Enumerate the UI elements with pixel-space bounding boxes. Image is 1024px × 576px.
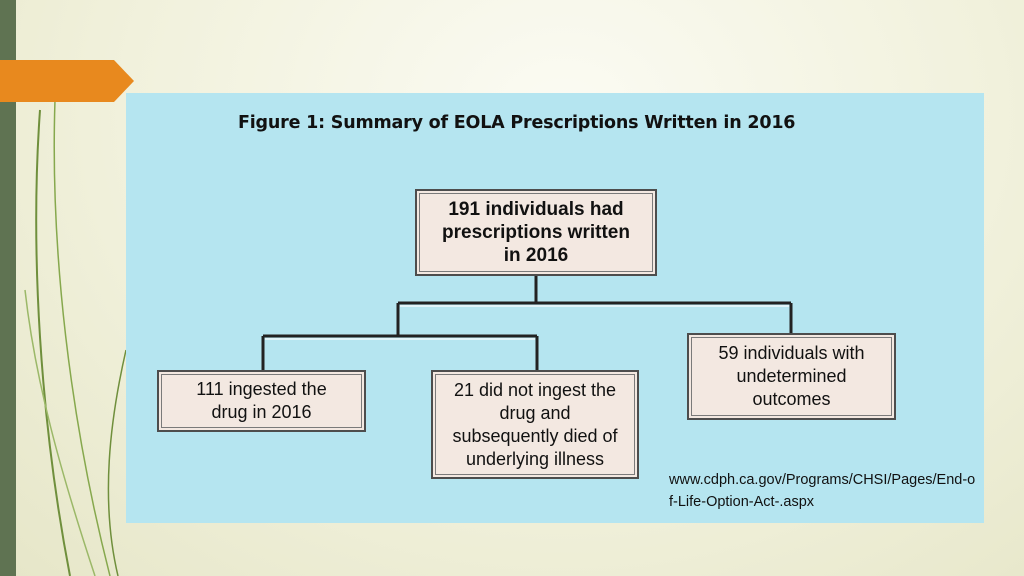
left-accent-bar <box>0 0 16 576</box>
node-line: drug and <box>499 402 571 423</box>
node-line: undetermined <box>736 366 847 386</box>
node-line: outcomes <box>752 389 831 409</box>
node-line: subsequently died of <box>452 425 618 446</box>
figure-title: Figure 1: Summary of EOLA Prescriptions … <box>238 113 796 133</box>
tree-connectors <box>261 276 793 370</box>
orange-tab-marker <box>0 60 134 102</box>
node-line: drug in 2016 <box>211 402 312 422</box>
node-line: 111 ingested the <box>196 379 327 399</box>
node-line: underlying illness <box>465 448 605 469</box>
node-undetermined-outcomes: 59 individuals with undetermined outcome… <box>687 333 896 420</box>
source-url: www.cdph.ca.gov/Programs/CHSI/Pages/End-… <box>669 472 976 510</box>
node-line: prescriptions written <box>442 222 630 243</box>
decorative-lines <box>24 99 127 576</box>
node-line: in 2016 <box>503 245 569 266</box>
node-line: 191 individuals had <box>448 199 624 220</box>
node-did-not-ingest: 21 did not ingest the drug and subsequen… <box>431 370 639 479</box>
node-prescriptions-written: 191 individuals had prescriptions writte… <box>415 189 657 276</box>
node-line: 21 did not ingest the <box>453 379 617 400</box>
node-line: 59 individuals with <box>718 343 865 363</box>
figure-panel: Figure 1: Summary of EOLA Prescriptions … <box>126 93 984 523</box>
node-ingested-drug: 111 ingested the drug in 2016 <box>157 370 366 432</box>
